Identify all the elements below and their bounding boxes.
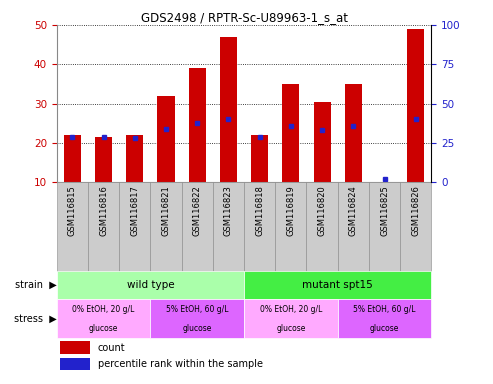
Bar — [64, 135, 81, 182]
Text: GSM116822: GSM116822 — [193, 185, 202, 236]
Text: wild type: wild type — [127, 280, 174, 290]
Text: GSM116815: GSM116815 — [68, 185, 77, 236]
Text: GSM116818: GSM116818 — [255, 185, 264, 236]
Bar — [126, 135, 143, 182]
Bar — [220, 37, 237, 182]
Bar — [95, 137, 112, 182]
Bar — [307, 182, 338, 271]
Bar — [338, 299, 431, 338]
Text: mutant spt15: mutant spt15 — [302, 280, 373, 290]
Text: GSM116825: GSM116825 — [380, 185, 389, 236]
Bar — [244, 182, 275, 271]
Bar — [407, 29, 424, 182]
Bar — [57, 299, 150, 338]
Bar — [400, 182, 431, 271]
Bar — [244, 299, 338, 338]
Text: glucose: glucose — [370, 324, 399, 333]
Text: strain  ▶: strain ▶ — [15, 280, 57, 290]
Bar — [61, 358, 90, 370]
Text: 5% EtOH, 60 g/L: 5% EtOH, 60 g/L — [166, 305, 228, 314]
Text: 5% EtOH, 60 g/L: 5% EtOH, 60 g/L — [353, 305, 416, 314]
Bar — [369, 182, 400, 271]
Bar — [181, 182, 213, 271]
Text: GSM116823: GSM116823 — [224, 185, 233, 236]
Text: GSM116817: GSM116817 — [130, 185, 139, 236]
Bar — [119, 182, 150, 271]
Text: GSM116824: GSM116824 — [349, 185, 358, 236]
Text: glucose: glucose — [89, 324, 118, 333]
Text: GSM116816: GSM116816 — [99, 185, 108, 236]
Bar — [157, 96, 175, 182]
Text: stress  ▶: stress ▶ — [14, 313, 57, 323]
Text: glucose: glucose — [276, 324, 306, 333]
Bar — [189, 68, 206, 182]
Bar — [251, 135, 268, 182]
Text: GSM116826: GSM116826 — [411, 185, 420, 236]
Title: GDS2498 / RPTR-Sc-U89963-1_s_at: GDS2498 / RPTR-Sc-U89963-1_s_at — [141, 11, 348, 24]
Text: glucose: glucose — [182, 324, 212, 333]
Text: GSM116819: GSM116819 — [286, 185, 295, 236]
Bar — [57, 271, 244, 299]
Bar — [61, 341, 90, 354]
Text: 0% EtOH, 20 g/L: 0% EtOH, 20 g/L — [72, 305, 135, 314]
Bar — [213, 182, 244, 271]
Bar — [88, 182, 119, 271]
Bar — [345, 84, 362, 182]
Text: percentile rank within the sample: percentile rank within the sample — [98, 359, 263, 369]
Bar — [150, 182, 181, 271]
Text: GSM116820: GSM116820 — [317, 185, 326, 236]
Text: count: count — [98, 343, 126, 353]
Bar — [314, 102, 331, 182]
Bar — [57, 182, 88, 271]
Bar — [376, 182, 393, 218]
Text: GSM116821: GSM116821 — [162, 185, 171, 236]
Bar — [338, 182, 369, 271]
Bar — [275, 182, 307, 271]
Bar — [150, 299, 244, 338]
Bar — [282, 84, 299, 182]
Bar — [244, 271, 431, 299]
Text: 0% EtOH, 20 g/L: 0% EtOH, 20 g/L — [260, 305, 322, 314]
